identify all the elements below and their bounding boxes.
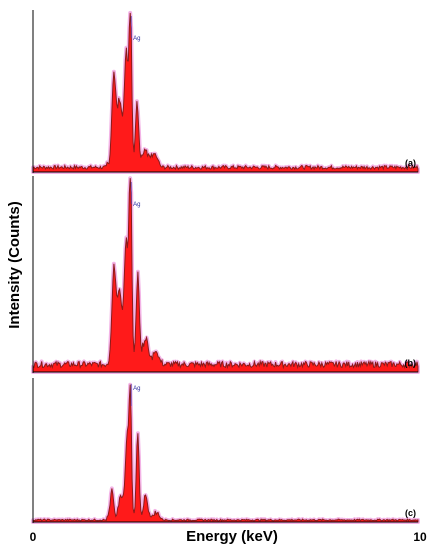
ag-annotation-1: Ag (133, 36, 140, 42)
panel-label-1: (a) (405, 158, 416, 168)
x-tick-label-0: 0 (30, 530, 37, 544)
ag-annotation-3: Ag (133, 386, 140, 392)
panel-label-2: (b) (405, 358, 417, 368)
spectrum-halo-2 (31, 176, 420, 374)
spectrum-panel-1: Ag (a) (31, 10, 420, 174)
panel-label-3: (c) (405, 508, 416, 518)
spectrum-halo-3 (31, 382, 420, 524)
spectrum-halo-1 (31, 10, 420, 174)
y-axis-label: Intensity (Counts) (6, 201, 23, 329)
x-axis-label: Energy (keV) (186, 528, 278, 545)
spectrum-area-2 (32, 178, 419, 373)
x-tick-label-10: 10 (413, 530, 427, 544)
spectrum-area-1 (32, 12, 419, 173)
spectrum-area-3 (32, 384, 419, 523)
ag-annotation-2: Ag (133, 202, 140, 208)
spectra-panels: Ag (a) Ag (b) Ag (c) (31, 10, 420, 524)
spectrum-panel-2: Ag (b) (31, 176, 420, 374)
spectrum-panel-3: Ag (c) (31, 378, 420, 524)
